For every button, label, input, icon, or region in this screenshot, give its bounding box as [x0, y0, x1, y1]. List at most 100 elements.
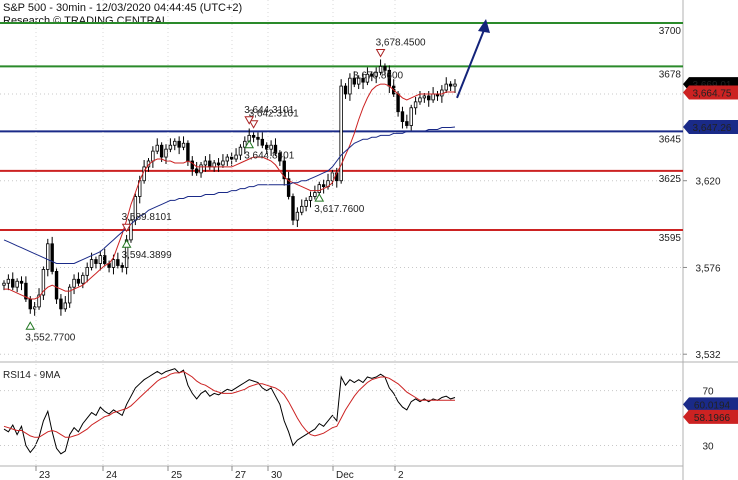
candle-body — [11, 278, 15, 288]
candle-body — [448, 83, 453, 87]
projection-arrow-head — [478, 19, 490, 34]
candle-body — [159, 144, 164, 158]
pivot-low-marker — [314, 193, 325, 202]
candle-body — [76, 278, 81, 284]
candle-body — [427, 95, 431, 101]
candle-body — [186, 142, 190, 162]
candle-body — [361, 77, 365, 83]
price-tick-label: 3,620 — [695, 177, 720, 188]
time-axis: 23 24 25 27 30 Dec 2 — [35, 0, 404, 480]
ma-fast-line — [4, 83, 455, 300]
candle-body — [208, 160, 212, 168]
pivot-low-marker — [25, 321, 36, 330]
candle-body — [173, 140, 177, 146]
price-tag — [683, 119, 738, 134]
candle-body — [260, 138, 265, 146]
pivot-label-target: 3,670.8600 — [353, 70, 403, 81]
candle-body — [286, 178, 291, 197]
pivot-high-label: 3,589.8101 — [122, 212, 172, 223]
candle-body — [37, 294, 41, 308]
candle-body — [313, 192, 317, 197]
candle-body — [378, 65, 383, 73]
candle-body — [41, 269, 46, 296]
candle-body — [32, 306, 37, 310]
candle-body — [234, 154, 238, 160]
price-tag-label: 3,664.75 — [693, 88, 732, 99]
candle-body — [81, 274, 85, 284]
candles — [2, 59, 457, 316]
price-tags: 3,669.013,664.753,647.26 — [683, 77, 738, 134]
candle-body — [356, 77, 361, 85]
candle-body — [317, 184, 321, 193]
pivot-low-label: 3,644.8401 — [244, 151, 294, 162]
candle-body — [374, 71, 378, 77]
candle-body — [168, 144, 173, 150]
time-tick-label: Dec — [336, 470, 354, 480]
level-label-3678: 3678 — [659, 69, 682, 80]
pivot-high-marker — [244, 116, 255, 125]
candle-body — [229, 156, 234, 160]
candle-body — [291, 196, 295, 221]
candle-body — [444, 83, 448, 91]
price-tick-label: 3,532 — [695, 350, 720, 361]
candle-body — [273, 144, 278, 154]
rsi-tag-label: 60.0194 — [694, 400, 731, 411]
candle-body — [409, 107, 413, 126]
pivot-high-label: 3,644.3101 — [244, 105, 294, 116]
level-label-3625: 3625 — [659, 174, 682, 185]
level-label-3700: 3700 — [659, 26, 682, 37]
rsi-tick-label: 30 — [702, 442, 714, 453]
candle-body — [89, 259, 94, 268]
candle-body — [216, 162, 221, 166]
candle-body — [383, 65, 387, 71]
candle-body — [24, 282, 28, 300]
candle-body — [405, 121, 409, 126]
pivot-high-label: 3,642.3101 — [249, 109, 299, 120]
candle-body — [370, 73, 374, 77]
price-tick-label: 3,576 — [695, 263, 720, 274]
candle-body — [440, 89, 444, 97]
candle-body — [348, 77, 352, 95]
candle-body — [116, 259, 120, 266]
candle-body — [278, 152, 282, 162]
candle-body — [304, 200, 308, 207]
candle-body — [2, 282, 6, 286]
rsi-tag — [683, 397, 738, 412]
time-tick-label: 25 — [171, 470, 183, 480]
candle-body — [431, 93, 435, 101]
candle-body — [85, 267, 89, 276]
candle-body — [256, 136, 260, 140]
time-tick-label: 23 — [39, 470, 51, 480]
rsi-tick-label: 70 — [702, 387, 714, 398]
rsi-panel: RSI14 - 9MA 70 30 60.0194 58.1966 — [0, 368, 738, 455]
candle-body — [295, 211, 300, 221]
level-label-3595: 3595 — [659, 233, 682, 244]
candle-body — [339, 85, 343, 182]
candle-body — [365, 73, 370, 83]
price-axis: 3,532 3,576 3,620 — [683, 177, 721, 361]
level-label-3645: 3645 — [659, 134, 682, 145]
candle-body — [63, 302, 68, 310]
candle-body — [98, 255, 103, 264]
pivot-high-marker — [248, 120, 259, 129]
candle-body — [269, 144, 273, 150]
candle-body — [199, 164, 203, 174]
projection-arrow-shaft — [456, 24, 487, 99]
pivot-high-marker — [121, 223, 132, 233]
candle-body — [177, 140, 181, 148]
pivot-low-label: 3,594.3899 — [122, 250, 172, 261]
candle-body — [225, 156, 230, 162]
candle-body — [400, 111, 405, 122]
moving-averages — [3, 83, 456, 300]
candle-body — [212, 162, 216, 168]
candle-body — [221, 160, 225, 166]
pivot-low-label: 3,552.7700 — [25, 332, 75, 343]
chart-credit: Research © TRADING CENTRAL — [3, 15, 168, 27]
candle-body — [120, 265, 124, 268]
candle-body — [67, 286, 72, 304]
candle-body — [413, 101, 418, 109]
candle-body — [46, 243, 50, 270]
candle-body — [321, 184, 326, 188]
candle-body — [103, 255, 107, 264]
